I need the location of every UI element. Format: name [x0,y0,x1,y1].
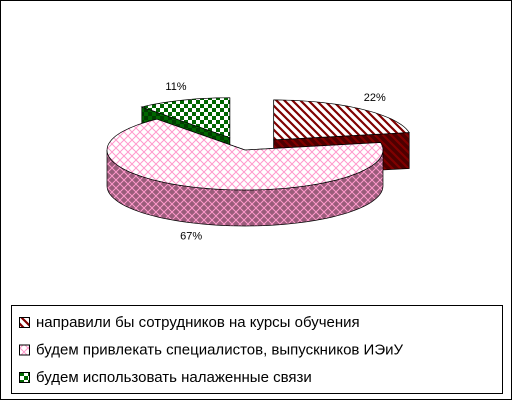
data-label: 11% [165,81,186,93]
slice [106,118,384,191]
legend-swatch [19,372,30,383]
legend-box [11,305,503,394]
slice [140,97,231,139]
legend-label: будем использовать налаженные связи [36,369,312,386]
legend-label: направили бы сотрудников на курсы обучен… [36,314,360,331]
legend: направили бы сотрудников на курсы обучен… [19,314,403,386]
legend-swatch [19,344,30,356]
pie: 22% 67% 11% [106,81,410,243]
legend-swatch [19,317,30,328]
data-label: 67% [180,231,202,243]
data-label: 22% [364,92,386,104]
legend-label: будем привлекать специалистов, выпускник… [36,341,403,358]
slice [273,99,410,141]
